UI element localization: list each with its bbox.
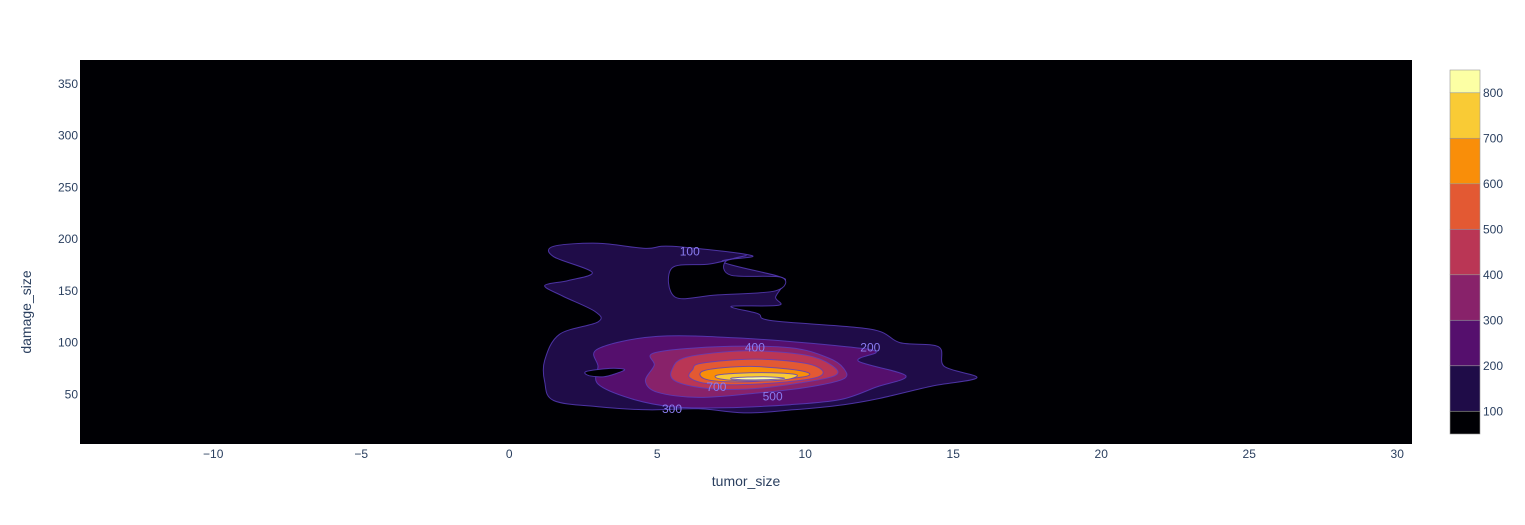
colorbar-tick-label: 600	[1483, 177, 1503, 191]
colorbar-segment	[1449, 410, 1481, 435]
colorbar-tick-label: 100	[1483, 404, 1503, 418]
y-tick-label: 300	[58, 129, 78, 143]
colorbar-segment	[1449, 92, 1481, 139]
y-tick-label: 150	[58, 284, 78, 298]
colorbar-segment	[1449, 69, 1481, 94]
colorbar-tick-label: 400	[1483, 268, 1503, 282]
colorbar-segment	[1449, 137, 1481, 185]
contour-label: 300	[662, 402, 682, 416]
contour-label: 100	[680, 244, 700, 258]
contour-label: 700	[706, 380, 726, 394]
x-tick-label: 15	[947, 447, 961, 461]
colorbar-tick-label: 500	[1483, 222, 1503, 236]
x-tick-label: 25	[1243, 447, 1257, 461]
colorbar-segment	[1449, 183, 1481, 230]
y-tick-label: 100	[58, 336, 78, 350]
colorbar-tick-label: 300	[1483, 313, 1503, 327]
x-axis-title: tumor_size	[712, 473, 781, 489]
x-tick-label: 0	[506, 447, 513, 461]
contour-label: 500	[763, 389, 783, 403]
colorbar-tick-label: 200	[1483, 359, 1503, 373]
x-tick-label: 10	[799, 447, 813, 461]
contour-region-800	[730, 376, 786, 381]
colorbar-segment	[1449, 274, 1481, 321]
y-tick-label: 350	[58, 77, 78, 91]
x-tick-label: −10	[203, 447, 224, 461]
contour-hole-0	[584, 367, 626, 378]
colorbar-segment	[1449, 319, 1481, 367]
contour-label: 400	[745, 341, 765, 355]
x-tick-label: 20	[1095, 447, 1109, 461]
y-axis-title: damage_size	[18, 270, 34, 353]
y-tick-label: 50	[65, 387, 79, 401]
colorbar: 100 200 300 400 500 600 700 800	[1449, 69, 1503, 435]
x-tick-label: 30	[1391, 447, 1405, 461]
y-axis-ticks: 50 100 150 200 250 300 350	[58, 77, 78, 402]
x-tick-label: −5	[354, 447, 368, 461]
colorbar-tick-label: 800	[1483, 86, 1503, 100]
colorbar-segment	[1449, 228, 1481, 276]
colorbar-tick-label: 700	[1483, 131, 1503, 145]
x-axis-ticks: −10 −5 0 5 10 15 20 25 30	[203, 447, 1404, 461]
y-tick-label: 250	[58, 180, 78, 194]
y-tick-label: 200	[58, 232, 78, 246]
contour-regions	[542, 242, 978, 414]
contour-label: 200	[860, 341, 880, 355]
contour-hole-1	[667, 255, 787, 300]
x-tick-label: 5	[654, 447, 661, 461]
colorbar-segment	[1449, 365, 1481, 412]
contour-labels: 100 200 300 400 500 700	[662, 244, 881, 415]
